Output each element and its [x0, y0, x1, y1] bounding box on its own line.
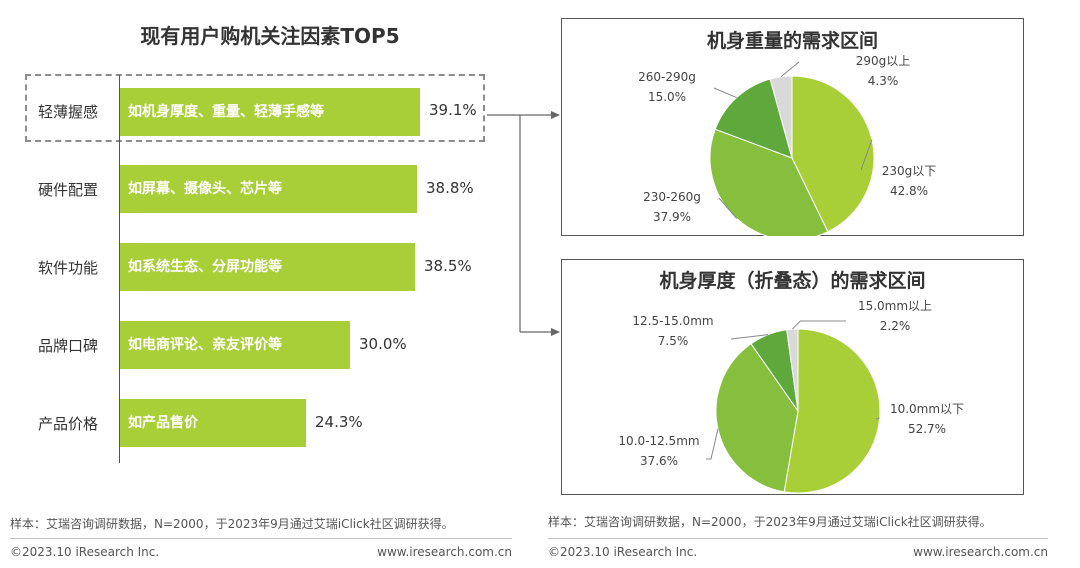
weight-leader-230-260 [718, 197, 738, 219]
category-label-4: 产品价格 [37, 415, 98, 433]
bar-2: 如系统生态、分屏功能等 [120, 243, 415, 291]
weight-leader-290up [780, 61, 800, 78]
weight-label-260-290-name: 260-290g [638, 70, 696, 84]
footer-copyright-left: ©2023.10 iResearch Inc. [10, 545, 160, 559]
bar-value-1: 38.8% [426, 179, 474, 197]
footer-note-right: 样本：艾瑞咨询调研数据，N=2000，于2023年9月通过艾瑞iClick社区调… [548, 515, 992, 529]
footer-note-left: 样本：艾瑞咨询调研数据，N=2000，于2023年9月通过艾瑞iClick社区调… [10, 517, 454, 531]
weight-label-230-260: 230-260g 37.9% [627, 187, 717, 227]
thickness-label-10-12-value: 37.6% [639, 454, 679, 468]
highlight-dashed-box [25, 74, 485, 142]
footer-url-right: www.iresearch.com.cn [913, 545, 1048, 559]
category-label-0: 轻薄握感 [37, 103, 98, 121]
thickness-label-15up: 15.0mm以上 2.2% [840, 296, 950, 336]
thickness-leader-12-15 [730, 334, 769, 340]
thickness-slice-3 [786, 328, 799, 412]
bar-1: 如屏幕、摄像头、芯片等 [120, 165, 417, 213]
thickness-label-12-15-value: 7.5% [657, 334, 689, 348]
weight-pie [709, 61, 875, 236]
category-label-3: 品牌口碑 [37, 337, 98, 355]
weight-label-230-260-name: 230-260g [643, 190, 701, 204]
weight-leader-230down [860, 139, 873, 171]
bar-chart-title: 现有用户购机关注因素TOP5 [140, 24, 400, 48]
bar-value-4: 24.3% [315, 413, 363, 431]
weight-label-230-260-value: 37.9% [652, 210, 692, 224]
footer-copyright-right: ©2023.10 iResearch Inc. [548, 545, 698, 559]
weight-slice-1 [709, 128, 829, 236]
category-label-2: 软件功能 [37, 259, 98, 277]
footer-url-left: www.iresearch.com.cn [377, 545, 512, 559]
thickness-slice-0 [783, 328, 881, 494]
bar-0: 如机身厚度、重量、轻薄手感等 [120, 88, 420, 136]
weight-label-260-290: 260-290g 15.0% [622, 67, 712, 107]
weight-label-260-290-value: 15.0% [647, 90, 687, 104]
weight-label-230down: 230g以下 42.8% [864, 161, 954, 201]
thickness-label-10down: 10.0mm以下 52.7% [872, 399, 982, 439]
weight-label-290up-value: 4.3% [867, 74, 899, 88]
weight-panel-title: 机身重量的需求区间 [706, 30, 878, 52]
category-label-1: 硬件配置 [37, 181, 98, 199]
weight-slice-2 [714, 78, 793, 159]
thickness-label-15up-value: 2.2% [879, 319, 911, 333]
weight-slice-3 [769, 75, 793, 159]
thickness-label-10-12: 10.0-12.5mm 37.6% [604, 431, 714, 471]
thickness-label-10down-name: 10.0mm以下 [889, 402, 965, 416]
bar-3: 如电商评论、亲友评价等 [120, 321, 350, 369]
footer-rule-right [548, 538, 1048, 539]
footer-rule-left [10, 538, 512, 539]
thickness-panel-title: 机身厚度（折叠态）的需求区间 [659, 270, 926, 292]
thickness-label-10down-value: 52.7% [907, 422, 947, 436]
weight-leader-260-290 [713, 87, 737, 98]
thickness-leader-10-12 [706, 428, 719, 460]
weight-label-230down-name: 230g以下 [881, 164, 937, 178]
thickness-label-15up-name: 15.0mm以上 [857, 299, 933, 313]
bar-value-3: 30.0% [359, 335, 407, 353]
bar-chart-axis [119, 75, 120, 463]
weight-label-230down-value: 42.8% [889, 184, 929, 198]
thickness-label-12-15-name: 12.5-15.0mm [632, 314, 714, 328]
thickness-slice-1 [715, 343, 799, 493]
weight-label-290up: 290g以上 4.3% [838, 51, 928, 91]
thickness-label-12-15: 12.5-15.0mm 7.5% [618, 311, 728, 351]
weight-label-290up-name: 290g以上 [855, 54, 911, 68]
bar-value-0: 39.1% [429, 101, 477, 119]
thickness-label-10-12-name: 10.0-12.5mm [618, 434, 700, 448]
bar-value-2: 38.5% [424, 257, 472, 275]
bar-4: 如产品售价 [120, 399, 306, 447]
weight-slice-0 [791, 75, 875, 233]
thickness-leader-10down [875, 417, 880, 420]
thickness-pie [706, 320, 881, 494]
thickness-leader-15up [791, 320, 846, 330]
